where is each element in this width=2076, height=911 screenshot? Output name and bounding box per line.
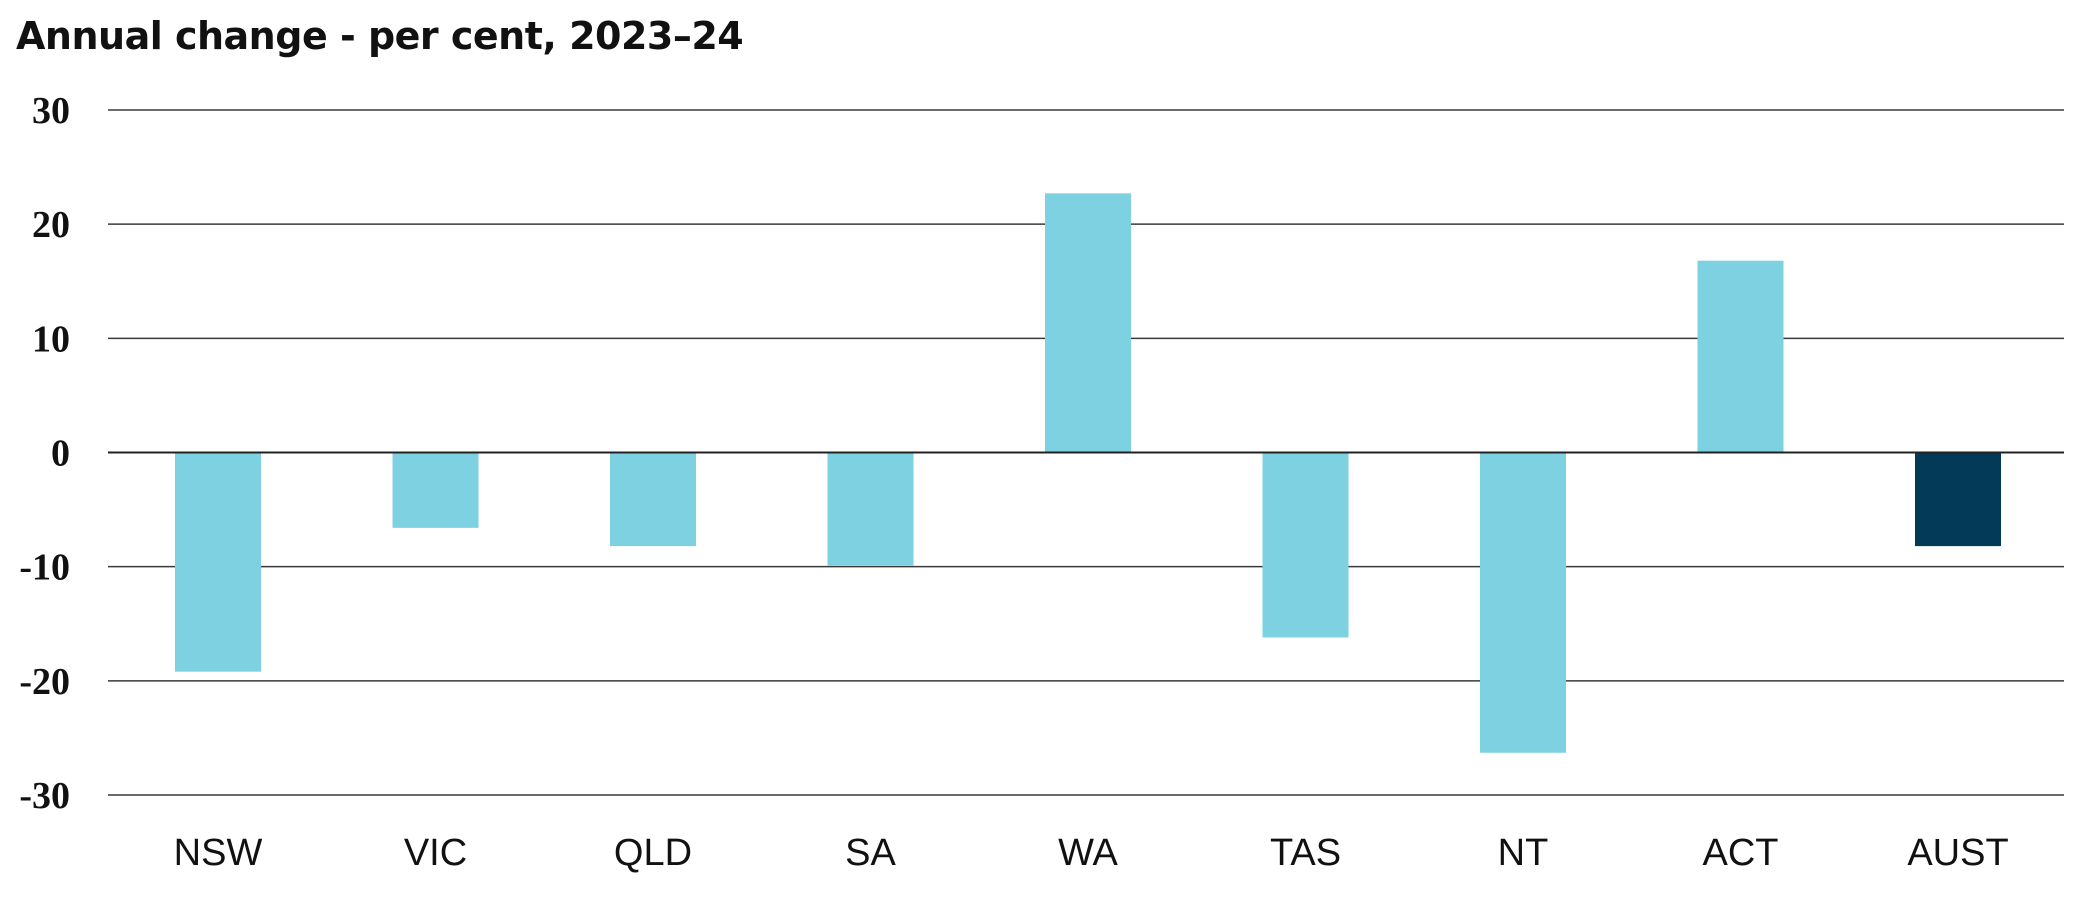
x-tick-label-sa: SA — [845, 832, 896, 874]
x-tick-label-nt: NT — [1498, 832, 1549, 874]
bar-qld — [610, 452, 696, 547]
y-tick-label: 30 — [32, 90, 70, 132]
y-tick-label: 10 — [32, 318, 70, 360]
bar-aust — [1915, 452, 2001, 547]
x-tick-label-aust: AUST — [1907, 832, 2008, 874]
y-tick-label: -10 — [19, 547, 70, 589]
x-tick-label-act: ACT — [1703, 832, 1779, 874]
bar-tas — [1262, 452, 1349, 638]
chart-title: Annual change - per cent, 2023–24 — [16, 14, 744, 58]
x-tick-label-tas: TAS — [1270, 832, 1341, 874]
y-tick-label: 20 — [32, 204, 70, 246]
bar-sa — [827, 452, 914, 566]
bar-vic — [392, 452, 479, 528]
x-tick-label-qld: QLD — [614, 832, 692, 874]
x-tick-label-wa: WA — [1058, 832, 1118, 874]
bar-wa — [1045, 193, 1131, 453]
x-axis-ticks: NSW VIC QLD SA WA TAS NT ACT AUST — [174, 832, 2009, 874]
x-tick-label-nsw: NSW — [174, 832, 263, 874]
y-axis-ticks: 30 20 10 0 -10 -20 -30 — [19, 90, 70, 817]
bars — [108, 193, 2064, 753]
y-tick-label: -30 — [19, 775, 70, 817]
x-tick-label-vic: VIC — [404, 832, 467, 874]
bar-nt — [1480, 452, 1566, 753]
y-tick-label: -20 — [19, 661, 70, 703]
bar-act — [1697, 260, 1784, 453]
y-tick-label: 0 — [51, 433, 70, 475]
bar-nsw — [175, 452, 261, 672]
